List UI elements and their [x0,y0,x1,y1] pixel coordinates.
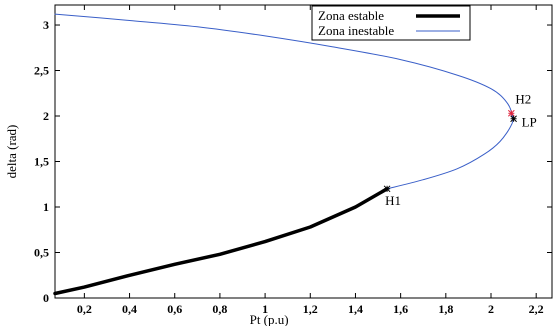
point-label-h1: H1 [385,193,401,208]
y-tick-label: 2,5 [34,64,49,78]
legend-box [311,5,471,41]
x-tick-labels: 0,2 0,4 0,6 0,8 1 1,2 1,4 1,6 1,8 2 2,2 [77,302,544,316]
x-tick-label: 2 [488,302,494,316]
x-tick-label: 0,4 [122,302,137,316]
y-tick-label: 1 [43,200,49,214]
y-tick-label: 1,5 [34,155,49,169]
axis-ticks [55,5,552,299]
x-tick-label: 0,6 [167,302,182,316]
point-label-h2: H2 [515,91,531,106]
x-tick-label: 0,2 [77,302,92,316]
special-points: H1 H2 LP [383,91,537,208]
x-tick-label: 0,8 [212,302,227,316]
y-tick-label: 0 [43,291,49,305]
x-tick-label: 2,2 [529,302,544,316]
y-tick-label: 3 [43,18,49,32]
point-lp: LP [510,115,537,130]
y-tick-label: 0,5 [34,246,49,260]
plot-area-border [54,4,553,299]
x-tick-label: 1,8 [438,302,453,316]
series-lines [53,13,514,296]
series-zona-inestable [54,13,514,190]
point-label-lp: LP [522,115,537,130]
x-tick-label: 1,2 [303,302,318,316]
y-tick-labels: 0 0,5 1 1,5 2 2,5 3 [34,18,49,305]
x-axis-label: Pt (p.u) [250,312,289,326]
series-zona-estable [53,187,389,296]
y-tick-label: 2 [43,109,49,123]
x-tick-label: 1,6 [393,302,408,316]
legend-entry-zona-inestable: Zona inestable [318,23,394,38]
point-h1: H1 [383,185,401,208]
plot-frame [54,4,553,299]
legend-entry-zona-estable: Zona estable [318,8,384,23]
x-tick-label: 1 [262,302,268,316]
y-axis-label: delta (rad) [4,125,19,179]
legend: Zona estable Zona inestable [311,5,471,41]
x-tick-label: 1,4 [348,302,363,316]
point-h2: H2 [507,91,531,117]
